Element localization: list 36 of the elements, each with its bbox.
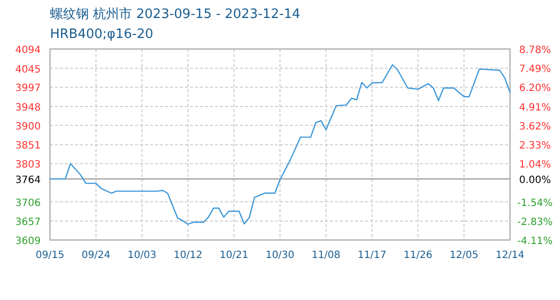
y-tick-label: 3609: [15, 236, 41, 247]
y-tick-label: 3706: [15, 198, 41, 209]
x-tick-label: 11/26: [404, 250, 432, 261]
y2-tick-label: 6.20%: [519, 83, 551, 94]
y2-tick-label: 0.00%: [519, 175, 551, 186]
y2-tick-label: 8.78%: [519, 45, 551, 56]
y-tick-label: 3803: [15, 160, 41, 171]
y2-tick-label: 7.49%: [519, 64, 551, 76]
y2-tick-label: -1.54%: [517, 198, 553, 209]
y2-tick-label: 3.62%: [519, 121, 551, 132]
x-tick-label: 10/21: [220, 250, 248, 261]
y-tick-label: 3948: [15, 102, 41, 114]
x-tick-label: 10/30: [266, 250, 294, 261]
y2-tick-label: 4.91%: [519, 102, 551, 114]
x-tick-label: 11/17: [358, 250, 386, 261]
y2-tick-label: -4.11%: [517, 236, 553, 247]
y-tick-label: 3997: [15, 83, 41, 94]
y-tick-label: 4045: [15, 64, 41, 76]
y-tick-label: 3764: [15, 174, 41, 186]
chart-subtitle: HRB400;φ16-20: [50, 27, 154, 42]
x-tick-label: 10/03: [128, 250, 156, 261]
chart-title: 螺纹钢 杭州市 2023-09-15 - 2023-12-14: [50, 7, 300, 22]
y2-tick-label: -2.83%: [517, 217, 553, 228]
x-tick-label: 10/12: [174, 250, 202, 261]
y-tick-label: 3900: [15, 121, 41, 132]
x-tick-label: 09/24: [82, 250, 110, 261]
x-tick-label: 12/14: [496, 250, 524, 261]
y2-tick-label: 1.04%: [519, 160, 551, 171]
x-tick-label: 11/08: [312, 250, 340, 261]
y-tick-label: 3851: [15, 140, 41, 152]
y2-tick-label: 2.33%: [519, 140, 551, 152]
x-tick-label: 12/05: [450, 250, 478, 261]
y-tick-label: 4094: [15, 45, 41, 56]
line-series: [49, 64, 511, 225]
y-tick-label: 3657: [15, 217, 41, 228]
x-tick-label: 09/15: [36, 250, 64, 261]
